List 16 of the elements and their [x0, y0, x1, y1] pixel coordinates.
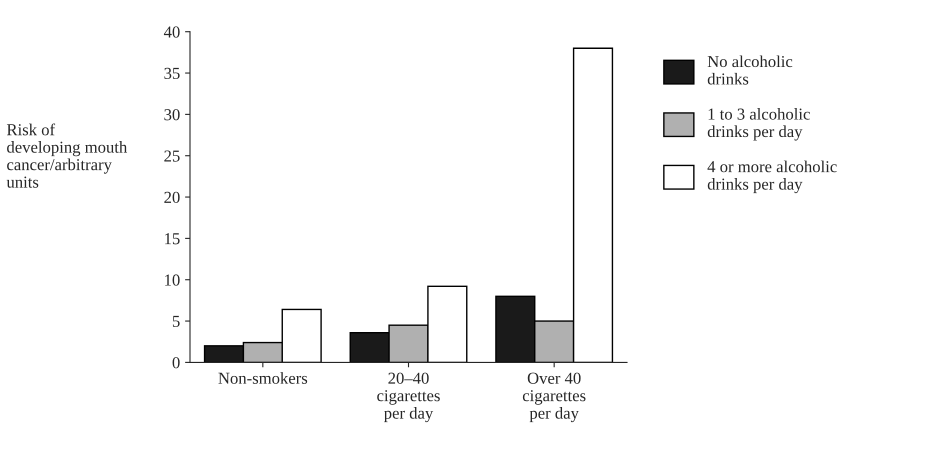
y-tick-label: 20	[164, 192, 180, 203]
y-tick-label: 30	[164, 109, 180, 120]
legend-label: 4 or more alcoholic drinks per day	[708, 160, 837, 194]
y-tick-label: 0	[172, 357, 180, 368]
y-tick-label: 5	[172, 316, 180, 328]
x-tick-label: 20–40 cigarettes per day	[377, 372, 440, 422]
y-tick-label: 15	[165, 233, 180, 244]
legend-label: 1 to 3 alcoholic drinks per day	[708, 108, 810, 141]
y-tick-label: 10	[165, 274, 180, 286]
y-axis-title: Risk of developing mouth cancer/arbitrary units	[6, 123, 128, 188]
legend-label: No alcoholic drinks	[708, 55, 792, 85]
x-tick-label: Over 40 cigarettes per day	[522, 372, 586, 422]
y-tick-label: 40	[164, 26, 180, 38]
y-tick-label: 25	[164, 150, 180, 162]
x-tick-label: Non-smokers	[218, 372, 308, 384]
y-tick-label: 35	[164, 68, 180, 79]
